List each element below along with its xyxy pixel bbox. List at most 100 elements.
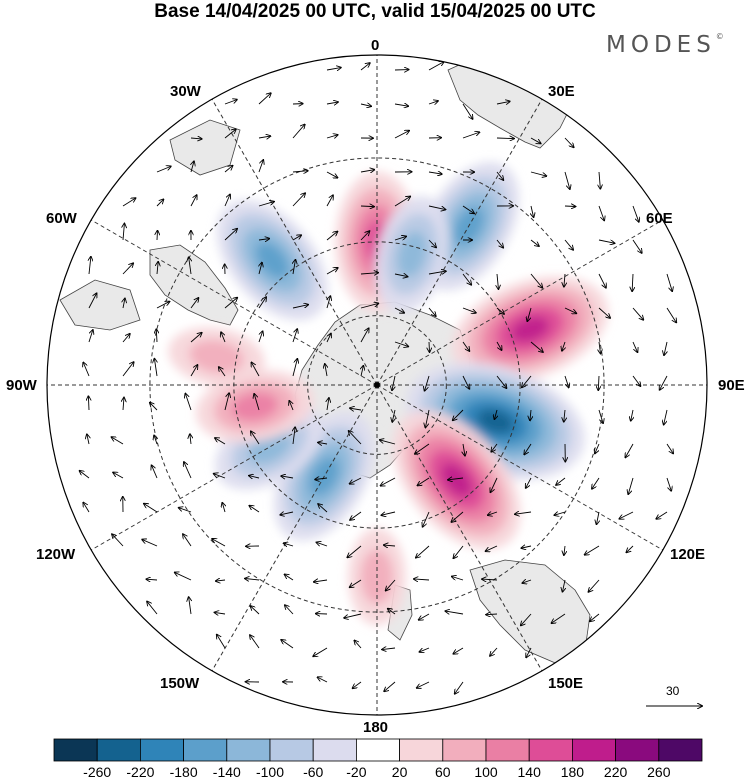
wind-vector xyxy=(564,239,573,250)
wind-vector xyxy=(496,171,503,180)
anomaly-negative xyxy=(217,200,328,321)
wind-vector xyxy=(526,647,532,657)
wind-vector xyxy=(462,132,479,139)
wind-vector xyxy=(392,409,395,422)
wind-vector xyxy=(326,195,333,207)
lon-label-60e: 60E xyxy=(646,210,673,227)
wind-vector xyxy=(425,375,430,391)
wind-vector xyxy=(595,443,600,453)
wind-vector xyxy=(445,611,464,614)
wind-vector xyxy=(462,307,476,313)
wind-vector xyxy=(112,437,124,445)
wind-vector xyxy=(564,171,570,189)
wind-vector xyxy=(414,579,430,580)
wind-vector xyxy=(394,341,408,346)
wind-vector xyxy=(251,606,260,615)
wind-vector xyxy=(562,341,565,351)
wind-vector xyxy=(451,511,464,522)
wind-vector xyxy=(462,205,474,213)
wind-vector xyxy=(628,477,634,494)
wind-vector xyxy=(360,273,378,274)
wind-vector xyxy=(214,474,226,479)
wind-vector xyxy=(215,612,226,614)
wind-vector xyxy=(350,579,362,587)
wind-vector xyxy=(156,329,157,343)
wind-vector xyxy=(152,465,158,479)
wind-vector xyxy=(530,341,543,352)
wind-vector xyxy=(122,263,133,275)
wind-vector xyxy=(347,545,362,557)
wind-vector xyxy=(350,511,362,520)
colorbar-swatch xyxy=(442,738,487,762)
wind-vector xyxy=(326,232,337,241)
wind-vector xyxy=(219,367,226,377)
wind-vector xyxy=(245,578,260,580)
wind-vector xyxy=(386,579,396,591)
wind-vector xyxy=(418,477,430,485)
anomaly-positive xyxy=(196,370,314,443)
wind-vector xyxy=(416,545,430,558)
wind-vector xyxy=(113,472,124,479)
wind-vector xyxy=(327,334,331,343)
meridian-line xyxy=(211,384,378,672)
map-disk xyxy=(47,55,707,715)
wind-vector xyxy=(212,539,226,547)
lon-label-0: 0 xyxy=(371,37,380,54)
wind-vector xyxy=(216,580,226,581)
wind-vector xyxy=(486,545,498,551)
colorbar-tick: 260 xyxy=(647,764,671,780)
wind-vector xyxy=(496,307,504,314)
wind-vector xyxy=(497,273,498,289)
wind-vector xyxy=(354,640,362,649)
wind-vector xyxy=(632,239,642,253)
colorbar-swatch xyxy=(312,738,357,762)
wind-vector xyxy=(88,330,93,343)
lon-label-30e: 30E xyxy=(548,83,575,100)
wind-vector xyxy=(462,341,469,351)
meridian-line xyxy=(376,98,543,386)
south-pole-marker xyxy=(374,382,380,388)
wind-vector xyxy=(564,137,574,147)
wind-vector xyxy=(564,307,576,313)
wind-vector xyxy=(564,545,565,555)
wind-vector xyxy=(585,545,600,555)
wind-vector xyxy=(428,271,446,274)
wind-vector xyxy=(258,297,266,309)
wind-vector xyxy=(123,398,124,411)
wind-vector xyxy=(258,202,274,207)
wind-vector xyxy=(123,224,124,241)
wind-vector xyxy=(360,206,374,207)
wind-vector xyxy=(490,647,498,656)
wind-vector xyxy=(122,334,130,343)
wind-vector xyxy=(599,341,601,353)
wind-vector xyxy=(258,160,263,173)
wind-vector xyxy=(496,239,503,248)
wind-vector xyxy=(349,431,362,445)
wind-vector xyxy=(590,613,600,621)
wind-vector xyxy=(250,635,260,649)
wind-vector xyxy=(486,614,498,615)
wind-vector xyxy=(281,640,294,649)
wind-vector xyxy=(428,239,436,247)
wind-vector xyxy=(327,296,330,309)
wind-vector xyxy=(632,307,643,320)
lon-label-150e: 150E xyxy=(548,675,584,692)
wind-vector xyxy=(144,504,158,513)
colorbar-swatch xyxy=(139,738,184,762)
wind-vector xyxy=(313,647,328,656)
colorbar-tick: -140 xyxy=(212,764,241,780)
wind-vector xyxy=(530,171,546,176)
graticule xyxy=(47,55,707,715)
wind-vector xyxy=(316,542,328,547)
wind-vector xyxy=(522,375,532,387)
wind-vector xyxy=(452,576,464,581)
wind-vector xyxy=(360,303,378,309)
wind-vector xyxy=(284,543,294,546)
wind-vector xyxy=(381,512,396,515)
wind-vector xyxy=(179,508,192,513)
wind-vector xyxy=(122,198,135,207)
wind-vector xyxy=(522,580,532,583)
wind-vector xyxy=(394,307,404,313)
wind-vector xyxy=(224,393,229,411)
wind-vector xyxy=(157,262,158,275)
